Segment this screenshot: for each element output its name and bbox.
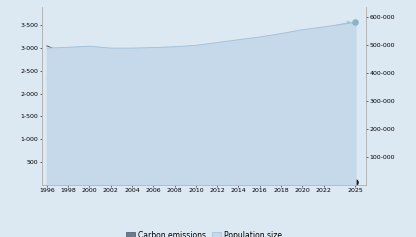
Text: Carbon emissions
(1 ton): Carbon emissions (1 ton): [254, 114, 354, 177]
Point: [352, 180, 359, 184]
Legend: Carbon emissions, Population size: Carbon emissions, Population size: [124, 229, 284, 237]
Point: [352, 21, 359, 24]
Text: Population size (exact numbers): Population size (exact numbers): [210, 22, 351, 59]
